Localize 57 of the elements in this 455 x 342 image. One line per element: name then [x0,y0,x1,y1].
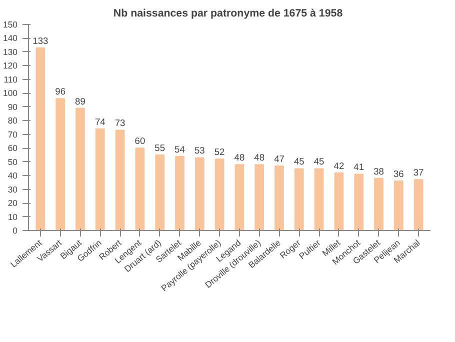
bar [334,172,344,230]
y-tick-label: 100 [3,88,18,98]
y-tick-label: 40 [8,170,18,181]
data-label: 54 [174,144,185,154]
y-tick-label: 10 [8,212,18,222]
bar [155,154,165,230]
chart-title: Nb naissances par patronyme de 1675 à 1958 [113,8,343,20]
bar [95,128,105,230]
y-tick-label: 70 [8,129,18,140]
y-tick-label: 130 [3,46,18,57]
bar [394,180,404,230]
y-tick-label: 80 [8,116,18,126]
y-tick-label: 50 [8,156,18,167]
data-label: 38 [374,166,384,176]
data-label: 53 [194,146,205,156]
data-label: 42 [334,160,344,171]
bar [234,164,244,230]
y-tick-label: 30 [8,184,18,194]
y-tick-label: 60 [8,143,18,154]
bar [56,98,66,230]
data-label: 74 [94,116,106,127]
bar [135,148,145,230]
y-tick-label: 0 [12,226,18,236]
bar [115,130,125,230]
y-tick-label: 20 [8,198,18,208]
data-label: 89 [75,96,86,106]
data-label: 60 [134,136,146,146]
bar [294,168,304,230]
bar [374,178,384,230]
bar [314,168,324,230]
data-label: 73 [114,118,126,128]
bar [354,174,364,230]
data-label: 48 [234,152,245,163]
bar [254,164,264,230]
y-tick-label: 110 [4,74,18,84]
bar [76,108,85,230]
bar [36,47,46,230]
bar [194,157,204,230]
y-tick-label: 90 [8,102,18,112]
data-label: 45 [294,156,304,167]
data-label: 52 [214,147,225,158]
data-label: 47 [274,154,284,164]
y-tick-label: 140 [3,33,18,44]
y-tick-label: 150 [3,20,18,30]
bar [175,156,184,230]
bar [214,158,224,230]
data-label: 45 [314,156,324,167]
bar [274,165,284,230]
data-label: 133 [32,36,48,46]
data-label: 55 [154,142,166,153]
y-tick-label: 120 [3,60,18,71]
bar [414,179,424,230]
data-label: 41 [354,162,364,172]
data-label: 96 [55,86,66,97]
data-label: 36 [393,169,404,180]
data-label: 48 [254,152,265,163]
data-label: 37 [413,168,424,178]
